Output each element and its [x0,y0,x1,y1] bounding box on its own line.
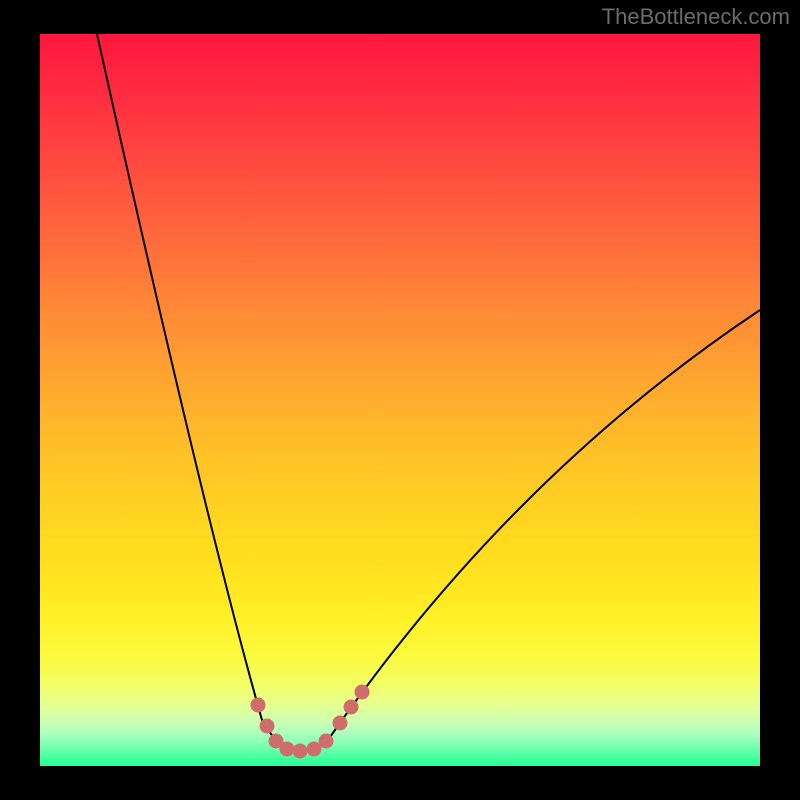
plot-area [40,34,760,766]
curve-marker [280,742,295,757]
bottleneck-chart: TheBottleneck.com [0,0,800,800]
watermark-text: TheBottleneck.com [602,4,790,29]
curve-marker [293,744,308,759]
curve-marker [251,698,266,713]
curve-marker [260,719,275,734]
curve-marker [333,716,348,731]
curve-marker [355,685,370,700]
curve-marker [319,734,334,749]
curve-marker [344,700,359,715]
